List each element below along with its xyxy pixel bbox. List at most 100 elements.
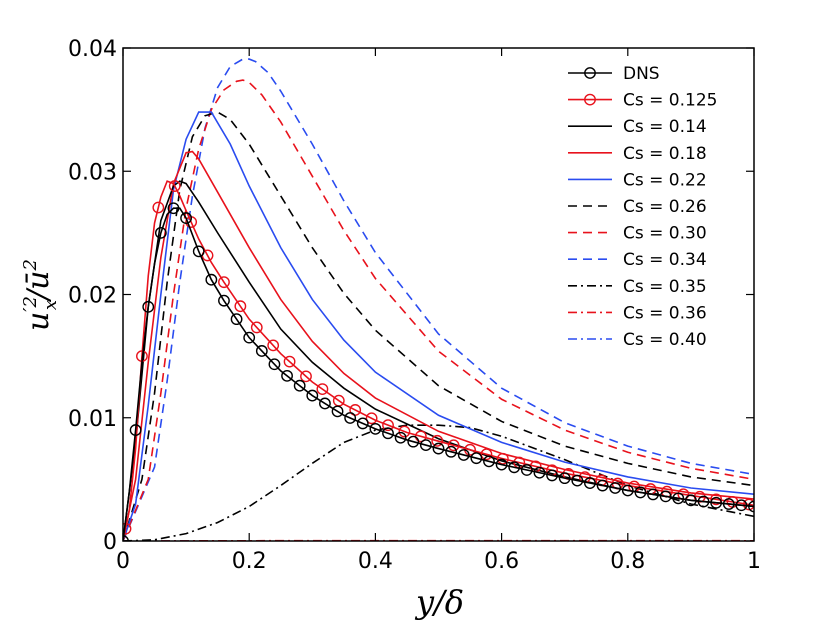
data-point: [306, 389, 319, 402]
legend-label: Cs = 0.18: [623, 144, 707, 164]
series-line: [123, 79, 754, 541]
data-point: [685, 494, 697, 507]
series-line: [123, 180, 754, 541]
data-point: [218, 294, 230, 307]
data-point: [300, 370, 312, 383]
x-tick-label: 0: [116, 549, 130, 574]
data-point: [268, 358, 281, 371]
data-point: [168, 180, 181, 192]
x-axis-label: y/δ: [414, 583, 464, 621]
data-point: [470, 452, 483, 465]
data-point: [142, 300, 155, 313]
data-point: [218, 276, 230, 289]
y-tick-label: 0.02: [68, 284, 117, 309]
data-point: [496, 452, 509, 465]
data-point: [230, 313, 243, 326]
series-5: [123, 111, 754, 541]
data-point: [243, 331, 256, 344]
y-tick-label: 0.03: [68, 160, 117, 185]
data-point: [647, 488, 659, 501]
data-point: [267, 339, 280, 352]
data-point: [533, 466, 546, 479]
data-point: [710, 496, 723, 509]
data-point: [344, 412, 357, 424]
data-point: [722, 498, 735, 510]
data-point: [609, 482, 622, 494]
data-point: [743, 498, 754, 511]
data-point: [495, 458, 508, 471]
data-point: [154, 226, 167, 239]
data-point: [621, 484, 634, 497]
x-tick-label: 0.8: [610, 549, 645, 574]
legend-label: Cs = 0.35: [623, 277, 707, 297]
data-point: [250, 321, 263, 334]
legend-marker: [584, 67, 596, 79]
data-point: [659, 490, 672, 503]
series-0: [123, 202, 754, 541]
legend-label: Cs = 0.40: [623, 330, 707, 350]
data-point: [431, 434, 444, 447]
data-point: [447, 439, 460, 452]
y-tick-label: 0: [103, 530, 117, 555]
y-axis-label: u′2x/ū2: [20, 259, 61, 331]
series-layer: [123, 58, 754, 541]
data-point: [152, 201, 165, 214]
data-point: [520, 464, 533, 476]
data-point: [319, 397, 331, 410]
legend-label: Cs = 0.30: [623, 224, 707, 244]
data-point: [255, 345, 268, 357]
series-3: [123, 150, 754, 541]
legend: DNS Cs = 0.125 Cs = 0.14 Cs = 0.18 Cs = 0.22…: [568, 64, 717, 350]
data-point: [419, 439, 432, 452]
data-point: [316, 383, 329, 396]
series-6: [123, 79, 754, 541]
series-8: [123, 424, 754, 541]
data-point: [584, 477, 596, 489]
legend-marker: [584, 93, 596, 106]
series-line: [123, 58, 754, 541]
data-point: [457, 449, 470, 461]
data-point: [369, 422, 382, 435]
legend-label: Cs = 0.22: [623, 170, 707, 190]
x-tick-label: 1: [747, 549, 761, 574]
data-point: [445, 445, 458, 458]
data-point: [546, 469, 558, 482]
x-tick-label: 0.2: [232, 549, 267, 574]
data-point: [382, 419, 394, 432]
data-point: [129, 424, 142, 436]
data-point: [398, 425, 411, 438]
data-point: [407, 435, 420, 448]
data-point: [480, 448, 493, 461]
series-line: [123, 180, 754, 541]
data-point: [293, 379, 306, 392]
x-tick-label: 0.6: [484, 549, 519, 574]
legend-label: DNS: [623, 64, 660, 84]
series-line: [123, 150, 754, 541]
data-point: [634, 486, 647, 499]
ticks-layer: 0 0.2 0.4 0.6 0.8 1 0 0.01 0.02 0.03 0.04: [68, 37, 761, 574]
legend-label: Cs = 0.36: [623, 303, 707, 323]
data-point: [234, 300, 247, 313]
data-point: [710, 493, 723, 506]
data-point: [356, 417, 369, 430]
series-7: [123, 58, 754, 541]
legend-label: Cs = 0.34: [623, 250, 707, 270]
data-point: [672, 492, 685, 505]
data-point: [192, 245, 205, 258]
data-point: [281, 369, 293, 382]
series-line: [123, 111, 754, 541]
legend-label: Cs = 0.26: [623, 197, 707, 217]
legend-label: Cs = 0.14: [623, 117, 707, 137]
data-point: [697, 495, 710, 508]
series-line: [123, 111, 754, 541]
x-tick-label: 0.4: [358, 549, 393, 574]
data-point: [558, 472, 571, 485]
series-2: [123, 180, 754, 541]
series-4: [123, 111, 754, 541]
data-point: [205, 273, 218, 286]
data-point: [180, 212, 193, 224]
data-point: [283, 355, 296, 368]
data-point: [394, 431, 407, 444]
data-point: [365, 412, 378, 425]
series-line: [123, 207, 754, 541]
